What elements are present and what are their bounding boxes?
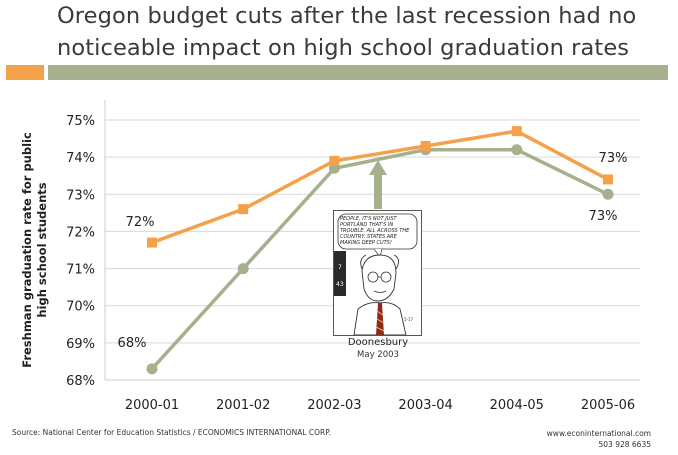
data-point-orange: [238, 204, 249, 215]
y-tick-label: 74%: [66, 151, 95, 166]
contact-info: www.econinternational.com 503 928 6635: [547, 428, 651, 450]
cartoon-sign: 5-17: [404, 317, 414, 322]
data-point-green: [237, 263, 249, 275]
label-orange-end: 73%: [599, 151, 628, 166]
title-line-1: Oregon budget cuts after the last recess…: [57, 3, 637, 29]
cartoon-drawing: PEOPLE, IT'S NOT JUST PORTLAND THAT'S IN…: [334, 213, 418, 336]
data-point-orange: [420, 141, 431, 151]
y-axis-label: Freshman graduation rate for public: [20, 132, 34, 368]
chart-title: Oregon budget cuts after the last recess…: [57, 0, 672, 64]
cartoon-speech: PEOPLE, IT'S NOT JUST PORTLAND THAT'S IN…: [340, 216, 410, 246]
y-axis-label: high school students: [35, 182, 49, 317]
y-tick-label: 71%: [66, 263, 95, 278]
x-tick-label: 2005-06: [581, 398, 635, 413]
cartoon-number-43: 43: [336, 281, 344, 288]
y-tick-label: 75%: [66, 114, 95, 129]
x-tick-label: 2000-01: [125, 398, 179, 413]
y-tick-label: 68%: [66, 374, 95, 389]
series-line-orange: [151, 129, 609, 245]
data-point-orange: [147, 237, 157, 248]
y-tick-label: 70%: [66, 300, 95, 315]
data-point-orange: [511, 126, 522, 137]
x-tick-label: 2003-04: [398, 398, 452, 413]
title-divider-bar: [48, 65, 668, 80]
y-tick-label: 69%: [66, 337, 95, 352]
y-tick-label: 72%: [66, 225, 95, 240]
label-green-start: 68%: [118, 336, 147, 351]
label-green-end: 73%: [589, 209, 618, 224]
x-tick-label: 2001-02: [216, 398, 270, 413]
cartoon-date: May 2003: [357, 350, 399, 360]
title-line-2: noticeable impact on high school graduat…: [57, 35, 630, 61]
cartoon-caption: Doonesbury: [347, 337, 409, 348]
cartoon-number-7: 7: [338, 264, 342, 271]
data-point-orange: [329, 155, 340, 166]
data-point-orange: [603, 174, 613, 185]
doonesbury-cartoon: PEOPLE, IT'S NOT JUST PORTLAND THAT'S IN…: [333, 210, 422, 336]
y-tick-label: 73%: [66, 188, 95, 203]
series-line-green: [150, 147, 609, 371]
arrow-annotation: [369, 160, 387, 209]
label-orange-start: 72%: [126, 215, 155, 230]
phone-text: 503 928 6635: [598, 440, 652, 449]
data-point-green: [146, 363, 158, 375]
accent-bar: [6, 65, 44, 80]
data-point-green: [511, 144, 523, 156]
x-tick-label: 2002-03: [307, 398, 361, 413]
x-tick-label: 2004-05: [490, 398, 544, 413]
website-text: www.econinternational.com: [546, 429, 651, 438]
data-point-green: [602, 188, 614, 200]
source-note: Source: National Center for Education St…: [12, 428, 331, 437]
